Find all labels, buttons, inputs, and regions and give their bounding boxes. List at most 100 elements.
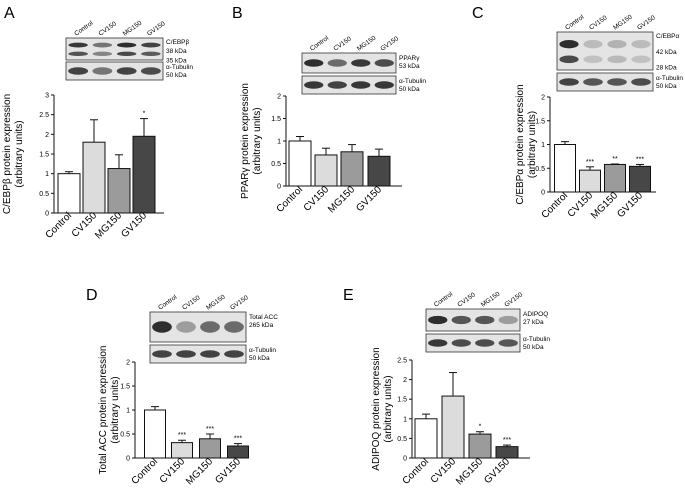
y-axis-sublabel: (arbitrary units)	[110, 376, 121, 443]
blot-lane-label: GV150	[503, 291, 524, 309]
blot-band	[607, 78, 627, 86]
y-tick-label: 0.5	[39, 191, 49, 198]
bar-gv150	[495, 446, 519, 459]
blot-loading-label: α-Tubulin	[166, 64, 193, 71]
blot-band	[68, 67, 89, 75]
blot-band	[607, 39, 627, 49]
blot-band	[116, 67, 137, 75]
blot-lane-label: MG150	[122, 19, 144, 37]
blot-membrane-loading	[425, 333, 521, 353]
x-category-label: GV150	[213, 456, 243, 486]
blot-band	[224, 350, 244, 358]
y-axis-sublabel: (arbitrary units)	[383, 375, 394, 442]
y-tick-label: 0.5	[271, 161, 281, 168]
bar-cv150	[82, 141, 106, 214]
y-tick-label: 0.5	[397, 436, 407, 443]
y-tick-label: 2	[403, 377, 407, 384]
blot-target-label: 53 kDa	[399, 63, 420, 70]
blot-lane-label: Control	[564, 14, 586, 32]
y-tick-label: 0	[403, 456, 407, 463]
blot-lane-label: Control	[433, 291, 455, 309]
y-axis-sublabel: (arbitrary units)	[14, 120, 25, 187]
blot-band	[152, 321, 172, 333]
x-category-label: GV150	[354, 184, 384, 214]
y-tick-label: 2	[541, 95, 545, 102]
blot-target-label: 42 kDa	[656, 49, 677, 56]
bar-control	[288, 140, 312, 187]
significance-marker: ***	[234, 436, 242, 443]
y-tick-label: 1.5	[39, 152, 49, 159]
blot-lane-label: CV150	[456, 291, 477, 308]
blot-loading-label: 50 kDa	[399, 86, 420, 93]
y-axis-sublabel: (arbitrary units)	[252, 107, 263, 174]
panel-letter-e: E	[343, 287, 354, 304]
y-tick-label: 1.5	[535, 118, 545, 125]
blot-target-label: 38 kDa	[166, 48, 187, 55]
y-tick-label: 0	[541, 190, 545, 197]
blot-membrane-target	[65, 37, 164, 61]
x-category-label: MG150	[589, 190, 620, 221]
blot-band	[475, 315, 495, 325]
blot-band	[116, 51, 137, 57]
bar-mg150	[468, 433, 492, 459]
blot-membrane-loading	[301, 75, 397, 95]
blot-membrane-target	[301, 52, 397, 74]
blot-band	[498, 315, 518, 325]
blot-loading-label: 50 kDa	[656, 83, 677, 90]
bar-cv150	[441, 395, 465, 459]
blot-band	[475, 339, 495, 347]
blot-loading-label: α-Tubulin	[523, 336, 550, 343]
blot-loading-label: 50 kDa	[166, 72, 187, 79]
bar-mg150	[604, 163, 626, 193]
blot-band	[176, 350, 196, 358]
panel-letter-d: D	[86, 287, 98, 304]
blot-band	[200, 321, 220, 333]
x-category-label: GV150	[615, 190, 645, 220]
blot-lane-label: CV150	[181, 294, 202, 311]
panel-letter-a: A	[4, 5, 15, 22]
blot-band	[559, 55, 579, 64]
significance-marker: ***	[206, 426, 214, 433]
bar-chart: 00.511.52Control***CV150**MG150***GV150C…	[515, 84, 656, 221]
blot-band	[92, 51, 113, 57]
blot-lane-label: Control	[309, 35, 331, 53]
blot-band	[200, 350, 220, 358]
y-tick-label: 1	[541, 142, 545, 149]
y-tick-label: 1.5	[120, 384, 130, 391]
y-tick-label: 1	[126, 408, 130, 415]
blot-band	[176, 321, 196, 333]
blot-lane-label: Control	[157, 294, 179, 312]
blot-lane-label: MG150	[356, 34, 378, 52]
blot-band	[224, 321, 244, 333]
blot-lane-label: MG150	[480, 290, 502, 308]
y-tick-label: 0.5	[120, 432, 130, 439]
blot-target-label: PPARγ	[399, 55, 420, 62]
y-axis-label: ADIPOQ protein expression	[371, 347, 382, 470]
bar-chart: 0 0.5 1 1.5 2 Control *** CV150 *** MG150 *** GV150…	[98, 346, 249, 487]
blot-target-label: 28 kDa	[656, 65, 677, 72]
x-category-label: MG150	[184, 456, 215, 487]
blot-band	[304, 81, 324, 89]
blot-target-label: C/EBPβ	[166, 39, 190, 46]
blot-band	[152, 350, 172, 358]
blot-band	[374, 59, 394, 67]
x-category-label: MG150	[93, 210, 124, 241]
bar-mg150	[340, 151, 364, 187]
y-axis-label: PPARγ protein expression	[240, 83, 251, 199]
bar-gv150	[132, 135, 156, 214]
x-category-label: MG150	[326, 184, 357, 215]
blot-lane-label: CV150	[588, 14, 609, 31]
bar-chart: 00.511.522.53ControlCV150MG150*GV150C/EB…	[2, 93, 164, 241]
blot-band	[92, 42, 113, 48]
bar-control	[57, 173, 81, 214]
blot-membrane-target	[556, 31, 654, 71]
y-tick-label: 2	[126, 360, 130, 367]
blot-band	[68, 42, 88, 48]
significance-marker: ***	[636, 156, 644, 163]
blot-band	[351, 81, 371, 89]
